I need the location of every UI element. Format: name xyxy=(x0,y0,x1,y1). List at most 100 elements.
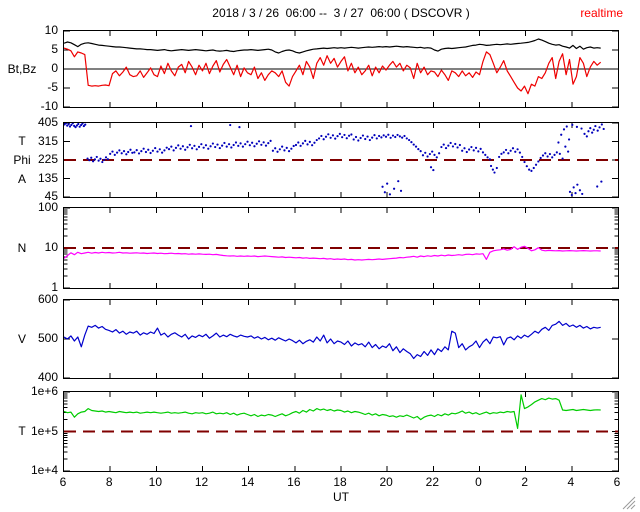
y-tick-label: 135 xyxy=(37,170,58,185)
x-tick-label: 2 xyxy=(521,475,528,489)
phi-data-point xyxy=(438,152,441,155)
phi-data-point xyxy=(230,146,233,149)
phi-data-point xyxy=(193,144,196,147)
phi-data-point xyxy=(216,143,219,146)
phi-data-point xyxy=(364,137,367,141)
phi-data-point xyxy=(278,148,281,151)
y-tick-label: 1e+4 xyxy=(30,463,58,477)
phi-data-point xyxy=(458,143,461,147)
phi-data-point xyxy=(428,152,431,156)
phi-data-point xyxy=(489,164,493,168)
phi-data-point xyxy=(133,151,136,154)
phi-data-point xyxy=(392,187,396,190)
phi-data-point xyxy=(551,156,554,159)
phi-data-point xyxy=(158,148,161,151)
phi-data-point xyxy=(442,143,445,146)
panel-canvas-phi xyxy=(64,123,618,197)
y-tick-label: 45 xyxy=(44,189,58,203)
x-tick-label: 8 xyxy=(105,475,113,489)
phi-data-point xyxy=(528,168,531,171)
phi-data-point xyxy=(78,125,81,128)
phi-data-point xyxy=(86,157,89,160)
phi-data-point xyxy=(267,142,270,145)
phi-data-point xyxy=(587,130,590,133)
y-tick-label: 10 xyxy=(44,240,58,254)
phi-data-point xyxy=(521,155,524,159)
phi-data-point xyxy=(308,140,311,144)
phi-data-point xyxy=(498,155,501,159)
phi-data-point xyxy=(500,152,503,155)
phi-data-point xyxy=(257,140,261,143)
phi-data-point xyxy=(377,134,381,138)
phi-data-point xyxy=(147,148,150,151)
phi-data-point xyxy=(276,150,279,153)
phi-data-point xyxy=(568,190,572,193)
phi-data-point xyxy=(253,145,256,148)
x-tick-label: 10 xyxy=(148,475,162,489)
phi-data-point xyxy=(431,150,434,153)
phi-data-point xyxy=(456,146,459,149)
phi-data-point xyxy=(274,147,277,150)
phi-data-point xyxy=(142,147,145,150)
phi-data-point xyxy=(561,157,564,160)
phi-data-point xyxy=(269,139,272,142)
phi-data-point xyxy=(465,150,468,154)
y-axis-label-phi: Phi xyxy=(13,153,31,167)
phi-data-point xyxy=(211,142,214,145)
phi-data-point xyxy=(461,149,464,152)
phi-data-point xyxy=(578,189,582,192)
phi-data-point xyxy=(109,152,112,155)
phi-data-point xyxy=(546,155,549,158)
phi-data-point xyxy=(290,147,293,150)
x-tick-label: 16 xyxy=(287,475,301,489)
phi-data-point xyxy=(281,145,284,148)
phi-data-point xyxy=(468,148,471,151)
phi-data-point xyxy=(336,135,339,138)
phi-data-point xyxy=(202,146,205,149)
phi-data-point xyxy=(523,160,526,164)
phi-data-point xyxy=(260,143,263,146)
phi-data-point xyxy=(195,148,198,151)
phi-data-point xyxy=(223,141,226,145)
phi-data-point xyxy=(184,148,187,151)
phi-data-point xyxy=(583,132,586,135)
phi-data-point xyxy=(567,150,570,153)
phi-data-point xyxy=(387,133,390,136)
phi-data-point xyxy=(163,149,166,152)
phi-data-point xyxy=(429,166,433,169)
phi-data-point xyxy=(435,156,438,159)
phi-data-point xyxy=(381,185,384,188)
phi-data-point xyxy=(389,136,392,139)
phi-data-point xyxy=(320,134,323,138)
panel-temperature xyxy=(63,391,619,472)
phi-data-point xyxy=(327,133,330,136)
phi-data-point xyxy=(410,141,413,144)
phi-data-point xyxy=(341,136,344,139)
phi-data-point xyxy=(359,136,362,140)
resize-grip-icon[interactable] xyxy=(619,493,637,511)
x-tick-label: 18 xyxy=(333,475,347,489)
phi-data-point xyxy=(484,153,487,156)
phi-data-point xyxy=(209,145,212,148)
phi-data-point xyxy=(541,154,545,157)
y-tick-label: 1 xyxy=(51,280,58,294)
y-tick-label: 0 xyxy=(51,61,58,75)
phi-data-point xyxy=(306,143,309,146)
phi-data-point xyxy=(426,155,429,158)
phi-data-point xyxy=(79,123,83,127)
phi-data-point xyxy=(544,152,547,155)
phi-data-point xyxy=(237,144,240,147)
phi-data-point xyxy=(156,150,159,153)
phi-data-point xyxy=(285,146,288,149)
phi-data-point xyxy=(84,123,87,126)
phi-data-point xyxy=(571,123,574,126)
panel-phi-angle xyxy=(63,122,619,198)
phi-data-point xyxy=(368,138,371,142)
phi-data-point xyxy=(140,150,143,153)
phi-data-point xyxy=(532,166,535,170)
phi-data-point xyxy=(218,146,221,150)
phi-data-point xyxy=(292,144,295,148)
phi-data-point xyxy=(172,149,175,152)
phi-data-point xyxy=(463,147,466,150)
phi-data-point xyxy=(495,166,498,170)
